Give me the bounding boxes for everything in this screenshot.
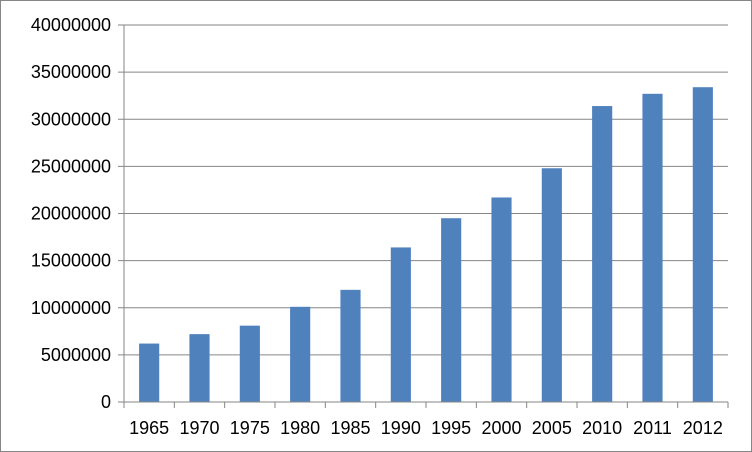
y-tick-labels: 0 5000000 10000000 15000000 20000000 25000000… [31, 15, 111, 412]
x-tick-label: 2000 [481, 418, 521, 438]
x-tick-label: 2011 [633, 418, 672, 438]
x-tick-label: 1980 [280, 418, 320, 438]
y-tick-label: 0 [101, 392, 111, 412]
y-tick-label: 5000000 [41, 345, 111, 365]
axes [118, 24, 729, 408]
y-tick-label: 15000000 [31, 251, 111, 271]
gridlines [124, 24, 728, 356]
bar-2005 [541, 168, 562, 402]
bar-2011 [642, 93, 663, 403]
bar-1995 [441, 218, 462, 402]
y-tick-label: 25000000 [31, 156, 111, 176]
bar-2010 [592, 106, 613, 403]
x-tick-label: 1965 [129, 418, 169, 438]
x-tick-label: 1995 [431, 418, 471, 438]
x-tick-label: 2012 [683, 418, 723, 438]
y-tick-label: 35000000 [31, 62, 111, 82]
y-tick-label: 40000000 [31, 15, 111, 35]
bar-2012 [692, 87, 713, 402]
x-tick-label: 1985 [330, 418, 370, 438]
bars [139, 87, 713, 403]
x-tick-label: 2005 [532, 418, 572, 438]
x-tick-labels: 1965 1970 1975 1980 1985 1990 1995 2000 2005 2010… [129, 418, 723, 438]
bar-1975 [239, 325, 260, 402]
x-tick-label: 2010 [582, 418, 622, 438]
bar-1965 [139, 343, 160, 402]
bar-1980 [290, 306, 311, 402]
bar-1990 [390, 247, 411, 402]
y-tick-label: 30000000 [31, 109, 111, 129]
x-tick-label: 1970 [179, 418, 219, 438]
bar-1985 [340, 289, 361, 402]
x-tick-label: 1990 [381, 418, 421, 438]
bar-1970 [189, 334, 210, 402]
bar-2000 [491, 197, 512, 402]
y-tick-label: 10000000 [31, 298, 111, 318]
x-tick-label: 1975 [230, 418, 270, 438]
y-tick-label: 20000000 [31, 204, 111, 224]
